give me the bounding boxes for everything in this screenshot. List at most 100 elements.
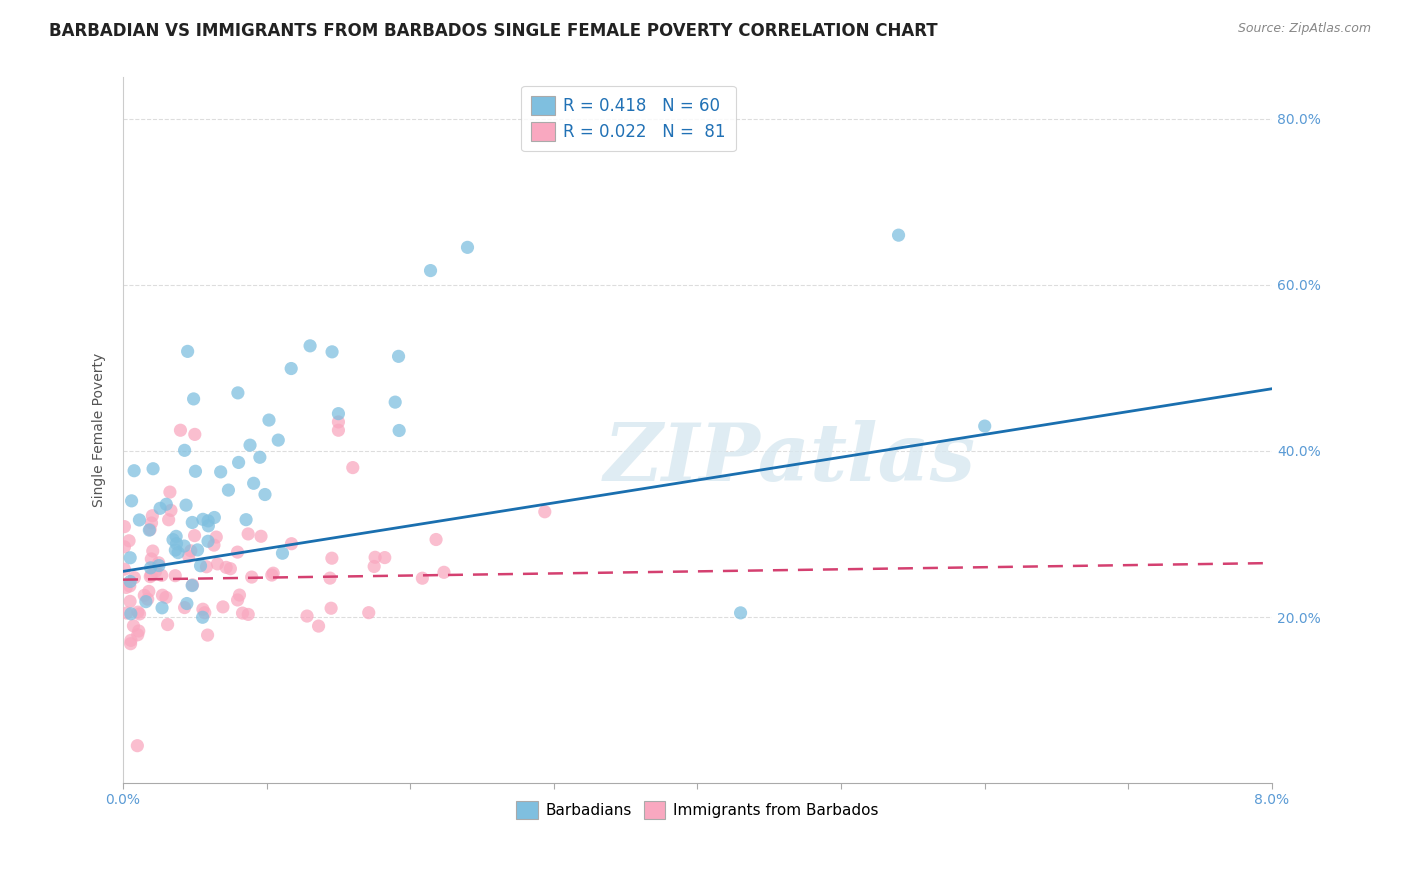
Point <box>191 610 214 624</box>
Point <box>180 544 202 558</box>
Point <box>212 599 235 614</box>
Point <box>195 559 218 574</box>
Point <box>342 460 364 475</box>
Point <box>374 550 396 565</box>
Point <box>155 591 177 605</box>
Point <box>173 600 195 615</box>
Point <box>120 550 142 565</box>
Point <box>173 443 195 458</box>
Point <box>148 556 170 570</box>
Point <box>250 529 273 543</box>
Y-axis label: Single Female Poverty: Single Female Poverty <box>93 353 107 508</box>
Point <box>155 497 177 511</box>
Text: ZIPatlas: ZIPatlas <box>603 420 976 497</box>
Point <box>328 407 350 421</box>
Point <box>139 523 162 537</box>
Point <box>191 512 214 526</box>
Point <box>191 602 214 616</box>
Point <box>181 578 204 592</box>
Point <box>242 476 264 491</box>
Point <box>533 505 555 519</box>
Point <box>120 637 142 651</box>
Point <box>319 601 342 615</box>
Point <box>177 549 200 564</box>
Point <box>249 450 271 465</box>
Point <box>308 619 330 633</box>
Point <box>299 339 322 353</box>
Point <box>181 578 204 592</box>
Point <box>156 617 179 632</box>
Point <box>115 606 138 620</box>
Point <box>321 551 343 566</box>
Point <box>150 600 173 615</box>
Point <box>226 385 249 400</box>
Point <box>139 569 162 583</box>
Point <box>120 607 142 621</box>
Point <box>262 566 284 581</box>
Point <box>121 493 143 508</box>
Point <box>239 438 262 452</box>
Point <box>328 423 350 437</box>
Point <box>114 519 136 533</box>
Point <box>141 568 163 582</box>
Point <box>363 559 385 574</box>
Point <box>120 594 142 608</box>
Point <box>138 584 160 599</box>
Point <box>280 361 302 376</box>
Point <box>973 419 995 434</box>
Point <box>236 527 259 541</box>
Point <box>114 562 136 576</box>
Point <box>159 485 181 500</box>
Point <box>887 228 910 243</box>
Point <box>139 561 162 575</box>
Point <box>142 461 165 475</box>
Point <box>433 566 456 580</box>
Point <box>219 562 242 576</box>
Point <box>169 423 191 437</box>
Point <box>141 516 163 530</box>
Legend: Barbadians, Immigrants from Barbados: Barbadians, Immigrants from Barbados <box>510 795 884 825</box>
Point <box>425 533 447 547</box>
Point <box>364 550 387 565</box>
Point <box>120 633 142 648</box>
Point <box>136 592 159 607</box>
Point <box>215 560 238 574</box>
Point <box>456 240 478 254</box>
Point <box>321 344 343 359</box>
Point <box>157 513 180 527</box>
Point <box>184 464 207 478</box>
Point <box>217 483 239 497</box>
Point <box>228 588 250 602</box>
Point <box>257 413 280 427</box>
Point <box>387 349 409 363</box>
Point <box>162 533 184 547</box>
Point <box>120 574 142 589</box>
Point <box>226 545 249 559</box>
Point <box>134 588 156 602</box>
Point <box>240 570 263 584</box>
Point <box>128 513 150 527</box>
Point <box>357 606 380 620</box>
Point <box>419 263 441 277</box>
Point <box>187 542 209 557</box>
Point <box>197 534 219 549</box>
Point <box>202 510 225 524</box>
Point <box>167 546 190 560</box>
Point <box>730 606 752 620</box>
Point <box>238 607 260 622</box>
Point <box>384 395 406 409</box>
Point <box>202 538 225 552</box>
Point <box>226 593 249 607</box>
Point <box>142 544 165 558</box>
Point <box>197 518 219 533</box>
Point <box>160 503 183 517</box>
Point <box>176 344 198 359</box>
Point <box>295 609 318 624</box>
Point <box>197 514 219 528</box>
Point <box>114 540 136 554</box>
Point <box>190 558 212 573</box>
Point <box>411 571 433 585</box>
Point <box>145 565 167 579</box>
Point <box>165 568 187 582</box>
Point <box>260 568 283 582</box>
